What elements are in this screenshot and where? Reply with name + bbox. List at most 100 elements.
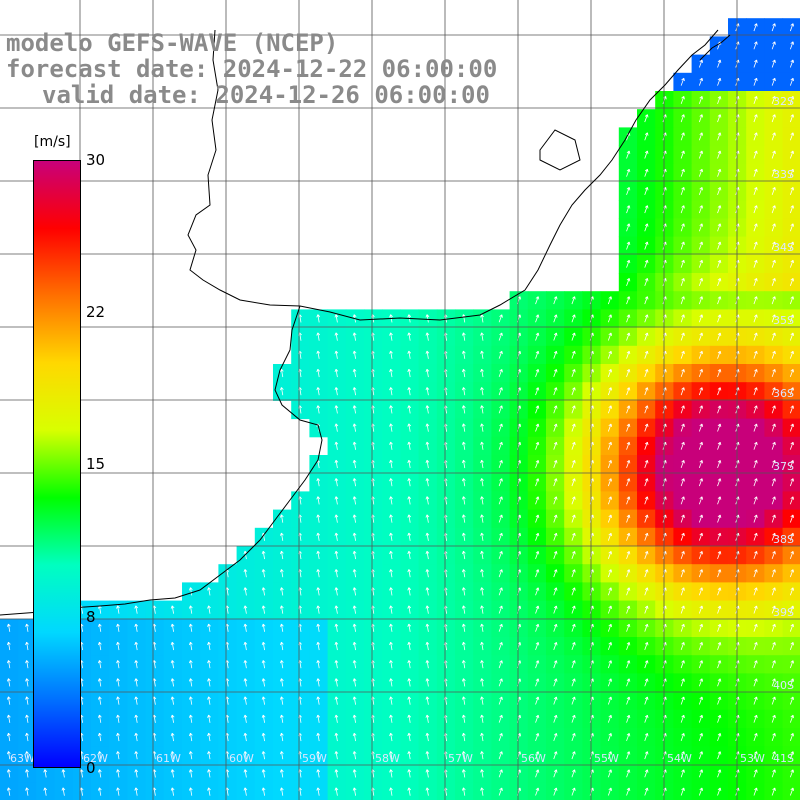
wind-arrow bbox=[261, 587, 266, 596]
wind-arrow bbox=[535, 569, 540, 578]
wind-arrow bbox=[25, 623, 29, 632]
wind-arrow bbox=[680, 387, 685, 396]
wind-arrow bbox=[771, 278, 776, 286]
wind-arrow bbox=[207, 641, 211, 651]
wind-arrow bbox=[680, 205, 685, 214]
wind-arrow bbox=[698, 714, 704, 723]
wind-arrow bbox=[680, 423, 685, 432]
wind-arrow bbox=[771, 569, 776, 578]
wind-arrow bbox=[789, 569, 795, 578]
wind-arrow bbox=[334, 569, 339, 578]
wind-arrow bbox=[571, 569, 576, 578]
wind-arrow bbox=[116, 696, 120, 705]
wind-arrow bbox=[116, 732, 120, 742]
wind-arrow bbox=[644, 150, 649, 159]
wind-arrow bbox=[407, 569, 412, 578]
wind-arrow bbox=[607, 751, 613, 760]
wind-arrow bbox=[626, 569, 631, 578]
wind-arrow bbox=[352, 623, 357, 632]
wind-arrow bbox=[334, 605, 339, 614]
wind-arrow bbox=[644, 314, 649, 323]
forecast-date: forecast date: 2024-12-22 06:00:00 bbox=[6, 55, 498, 83]
wind-arrow bbox=[316, 332, 321, 341]
wind-arrow bbox=[789, 441, 795, 450]
wind-arrow bbox=[698, 441, 704, 450]
wind-arrow bbox=[698, 642, 704, 650]
wind-arrow bbox=[753, 441, 758, 450]
wind-arrow bbox=[334, 751, 339, 760]
wind-arrow bbox=[753, 23, 758, 32]
wind-arrow bbox=[607, 514, 613, 523]
wind-arrow bbox=[771, 514, 776, 523]
wind-arrow bbox=[717, 187, 722, 195]
wind-arrow bbox=[535, 423, 540, 432]
latitude-label: 41S bbox=[773, 752, 794, 765]
wind-arrow bbox=[680, 769, 685, 778]
wind-arrow bbox=[407, 532, 412, 541]
wind-arrow bbox=[698, 551, 704, 559]
wind-arrow bbox=[97, 787, 102, 796]
wind-arrow bbox=[498, 460, 503, 468]
wind-arrow bbox=[461, 660, 466, 669]
wind-arrow bbox=[480, 587, 484, 596]
wind-arrow bbox=[535, 387, 540, 396]
wind-arrow bbox=[170, 623, 175, 632]
wind-arrow bbox=[553, 642, 558, 650]
wind-arrow bbox=[6, 678, 11, 687]
wind-arrow bbox=[680, 132, 685, 141]
coastline-north bbox=[187, 29, 719, 321]
wind-arrow bbox=[425, 478, 430, 487]
wind-arrow bbox=[25, 678, 29, 687]
wind-direction-arrows bbox=[6, 23, 795, 796]
wind-arrow bbox=[535, 696, 540, 705]
wind-arrow bbox=[261, 714, 266, 723]
wind-arrow bbox=[279, 787, 284, 796]
wind-arrow bbox=[607, 696, 613, 705]
wind-arrow bbox=[407, 368, 412, 378]
wind-arrow bbox=[334, 623, 339, 632]
wind-arrow bbox=[207, 696, 211, 705]
wind-arrow bbox=[717, 605, 722, 614]
colorbar-tick-0: 0 bbox=[86, 759, 96, 777]
wind-arrow bbox=[316, 514, 321, 523]
wind-arrow bbox=[626, 150, 631, 159]
wind-arrow bbox=[607, 605, 613, 614]
wind-arrow bbox=[644, 460, 649, 468]
wind-arrow bbox=[571, 423, 576, 432]
wind-arrow bbox=[680, 642, 685, 650]
wind-arrow bbox=[498, 478, 503, 487]
wind-arrow bbox=[607, 423, 613, 432]
wind-arrow bbox=[461, 478, 466, 487]
wind-arrow bbox=[261, 623, 266, 632]
wind-arrow bbox=[571, 787, 576, 796]
wind-arrow bbox=[717, 532, 722, 541]
wind-arrow bbox=[498, 642, 503, 650]
wind-arrow bbox=[753, 514, 758, 523]
wind-arrow bbox=[717, 569, 722, 578]
wind-arrow bbox=[771, 769, 776, 778]
wind-arrow bbox=[261, 641, 266, 651]
wind-arrow bbox=[279, 696, 284, 705]
longitude-label: 61W bbox=[156, 752, 181, 765]
wind-arrow bbox=[644, 223, 649, 232]
wind-arrow bbox=[498, 660, 503, 669]
wind-arrow bbox=[789, 587, 795, 596]
wind-arrow bbox=[698, 150, 704, 159]
wind-arrow bbox=[116, 660, 120, 669]
wind-arrow bbox=[644, 187, 649, 195]
wind-arrow bbox=[698, 314, 704, 323]
wind-arrow bbox=[717, 296, 722, 305]
wind-arrow bbox=[789, 551, 795, 559]
wind-arrow bbox=[698, 787, 704, 796]
wind-arrow bbox=[461, 550, 466, 560]
wind-arrow bbox=[698, 514, 704, 523]
wind-arrow bbox=[771, 532, 776, 541]
wind-arrow bbox=[207, 732, 211, 742]
wind-arrow bbox=[480, 405, 484, 414]
wind-arrow bbox=[389, 660, 393, 669]
wind-arrow bbox=[188, 678, 193, 687]
wind-arrow bbox=[243, 623, 248, 632]
wind-arrow bbox=[680, 514, 685, 523]
coastline-detail bbox=[699, 34, 731, 61]
wind-arrow bbox=[753, 714, 758, 723]
